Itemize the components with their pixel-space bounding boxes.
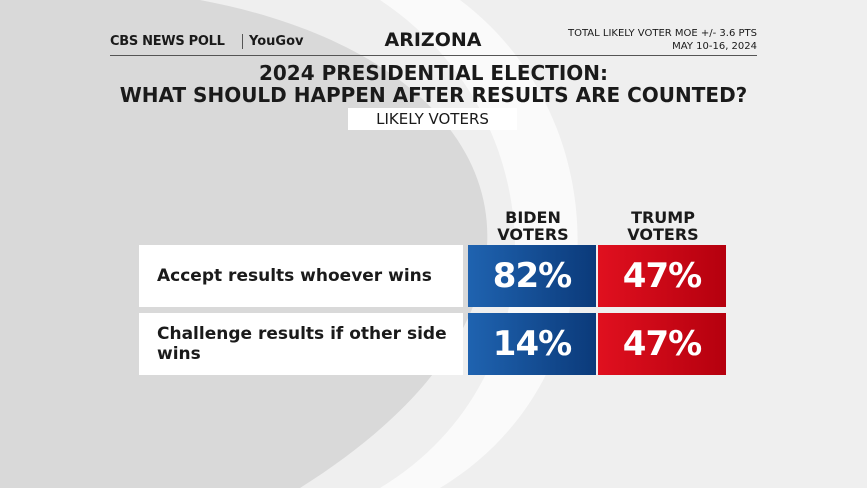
divider	[110, 55, 757, 56]
value-cell: 47%	[598, 313, 726, 375]
brand: CBS NEWS POLL	[110, 34, 225, 49]
value-cell: 14%	[468, 313, 596, 375]
state: ARIZONA	[384, 29, 482, 51]
title-line: 2024 PRESIDENTIAL ELECTION:	[258, 61, 609, 85]
value-cell: 47%	[598, 245, 726, 307]
title-line: WHAT SHOULD HAPPEN AFTER RESULTS ARE COU…	[119, 83, 748, 107]
title: 2024 PRESIDENTIAL ELECTION: WHAT SHOULD H…	[0, 62, 867, 106]
row-label: Accept results whoever wins	[139, 245, 463, 307]
column-header: TRUMP VOTERS	[627, 208, 699, 244]
partner: YouGov	[242, 34, 303, 49]
column-header: BIDEN VOTERS	[497, 208, 569, 244]
value-cell: 82%	[468, 245, 596, 307]
subtitle: LIKELY VOTERS	[348, 108, 517, 130]
row-label: Challenge results if other side wins	[139, 313, 463, 375]
moe-text: TOTAL LIKELY VOTER MOE +/- 3.6 PTS	[567, 28, 757, 39]
dates: MAY 10-16, 2024	[672, 41, 757, 52]
moe: TOTAL LIKELY VOTER MOE +/- 3.6 PTS MAY 10…	[568, 27, 757, 53]
